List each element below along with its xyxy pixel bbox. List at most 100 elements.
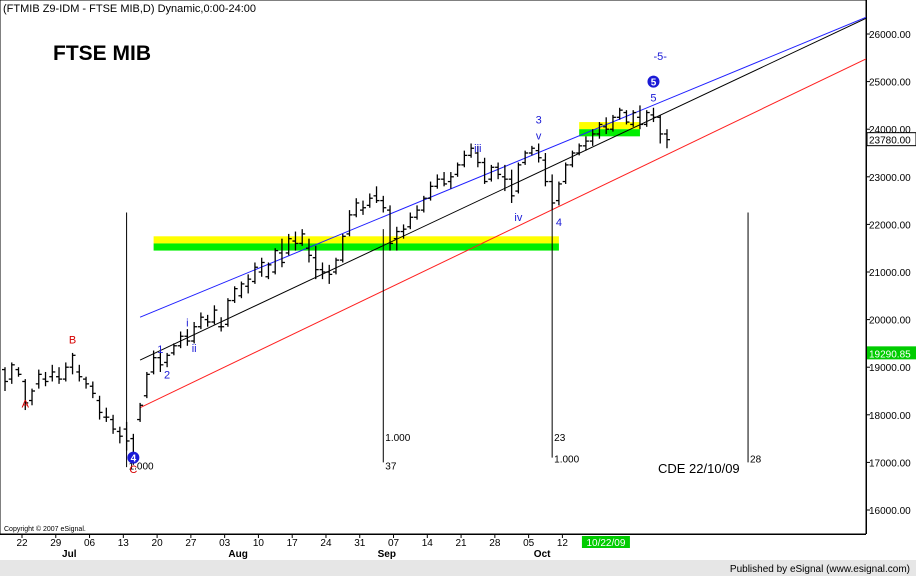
ohlc-bar bbox=[211, 305, 218, 325]
circled-wave-label: 5 bbox=[647, 75, 660, 89]
ohlc-bar bbox=[387, 205, 394, 251]
ohlc-bar bbox=[96, 395, 103, 420]
wave-label: 5 bbox=[650, 92, 656, 104]
x-tick-label: 31 bbox=[354, 538, 366, 549]
ohlc-bar bbox=[501, 164, 508, 192]
x-tick-label: 20 bbox=[152, 538, 164, 549]
lower-channel-line bbox=[139, 58, 866, 409]
wave-label: v bbox=[536, 131, 542, 143]
ohlc-bar bbox=[69, 352, 76, 375]
y-tick-label: 18000.00 bbox=[869, 411, 911, 422]
wave-label: i bbox=[186, 318, 188, 330]
wave-label: B bbox=[69, 334, 76, 346]
ohlc-bar bbox=[191, 321, 198, 344]
ohlc-bar bbox=[197, 312, 204, 330]
published-by-text: Published by eSignal (www.esignal.com) bbox=[730, 564, 910, 575]
ohlc-bar bbox=[542, 153, 549, 187]
ohlc-bar bbox=[576, 143, 583, 156]
ohlc-bar bbox=[427, 181, 434, 201]
ohlc-bar bbox=[380, 195, 387, 213]
x-tick-label: 24 bbox=[320, 538, 332, 549]
last-price-label: 23780.00 bbox=[866, 132, 916, 147]
ohlc-bar bbox=[150, 350, 157, 375]
x-month-label: Aug bbox=[228, 549, 247, 560]
ohlc-bar bbox=[319, 262, 326, 280]
y-tick-label: 20000.00 bbox=[869, 316, 911, 327]
ohlc-bar bbox=[2, 367, 8, 391]
ohlc-bar bbox=[393, 226, 400, 251]
chart-title: FTSE MIB bbox=[53, 42, 151, 65]
ohlc-bar bbox=[218, 317, 225, 332]
y-tick-label: 24000.00 bbox=[869, 125, 911, 136]
ohlc-bar bbox=[407, 212, 414, 230]
ohlc-bar bbox=[312, 245, 319, 280]
upper-channel-line bbox=[139, 16, 866, 318]
ohlc-bar bbox=[555, 181, 562, 206]
ohlc-bar bbox=[474, 145, 481, 168]
footer-bar bbox=[0, 560, 916, 576]
y-tick-label: 26000.00 bbox=[869, 30, 911, 41]
x-tick-label: 03 bbox=[219, 538, 231, 549]
ohlc-bar bbox=[292, 231, 299, 251]
ohlc-bar bbox=[164, 352, 171, 368]
ohlc-bar bbox=[454, 162, 461, 177]
ohlc-bar bbox=[623, 110, 630, 125]
support-zone-yellow bbox=[153, 236, 559, 244]
wave-label: -5- bbox=[654, 51, 668, 63]
reference-price-label: 19290.85 bbox=[867, 346, 916, 360]
ohlc-bar bbox=[636, 105, 643, 130]
ohlc-bar bbox=[224, 298, 231, 327]
ohlc-bar bbox=[326, 264, 333, 284]
ohlc-bar bbox=[522, 150, 529, 165]
cycle-marker-28-label: 28 bbox=[750, 454, 762, 465]
price-axis bbox=[866, 0, 916, 534]
ohlc-bar bbox=[447, 172, 454, 189]
x-tick-label: 28 bbox=[489, 538, 501, 549]
ohlc-bar bbox=[488, 164, 495, 182]
window-title: (FTMIB Z9-IDM - FTSE MIB,D) Dynamic,0:00… bbox=[3, 3, 256, 15]
x-tick-label: 17 bbox=[287, 538, 299, 549]
x-tick-label: 06 bbox=[84, 538, 96, 549]
ohlc-bar bbox=[56, 367, 63, 384]
wave-label: C bbox=[129, 464, 137, 476]
ohlc-bar bbox=[414, 205, 421, 220]
ohlc-bar bbox=[204, 314, 211, 327]
ohlc-bar bbox=[603, 117, 610, 134]
ohlc-bar bbox=[360, 200, 367, 215]
wave-label: A bbox=[22, 399, 30, 411]
y-tick-label: 21000.00 bbox=[869, 268, 911, 279]
cde-date-label: CDE 22/10/09 bbox=[658, 461, 740, 476]
ohlc-bar bbox=[495, 162, 502, 180]
support-zone-green bbox=[153, 243, 559, 251]
wave-label: 4 bbox=[556, 217, 562, 229]
ohlc-bar bbox=[549, 174, 556, 211]
ohlc-bar bbox=[157, 352, 164, 372]
ohlc-bar bbox=[62, 362, 69, 382]
svg-text:5: 5 bbox=[651, 78, 657, 89]
ohlc-bar bbox=[468, 143, 475, 158]
top-zone-green bbox=[579, 129, 640, 137]
y-tick-label: 19000.00 bbox=[869, 363, 911, 374]
top-zone-yellow bbox=[579, 122, 640, 130]
ohlc-bar bbox=[278, 238, 285, 268]
x-tick-label: 14 bbox=[422, 538, 434, 549]
y-tick-label: 25000.00 bbox=[869, 78, 911, 89]
ohlc-bar bbox=[251, 262, 258, 284]
ohlc-bar bbox=[535, 143, 542, 163]
ohlc-bar bbox=[272, 248, 279, 275]
ohlc-bar bbox=[630, 110, 637, 127]
ohlc-bar bbox=[441, 172, 448, 187]
ohlc-bar bbox=[143, 371, 150, 399]
wave-label: ii bbox=[192, 343, 197, 355]
ohlc-bar bbox=[258, 257, 265, 277]
ohlc-bar bbox=[177, 331, 184, 349]
cycle-marker-start-label: 1.000 bbox=[129, 462, 154, 473]
svg-text:4: 4 bbox=[131, 454, 137, 465]
ohlc-bar bbox=[89, 381, 96, 399]
ohlc-bar bbox=[29, 388, 36, 406]
cycle-marker-23-label: 23 bbox=[554, 433, 566, 444]
ohlc-bar bbox=[123, 421, 130, 451]
x-tick-label: 05 bbox=[523, 538, 535, 549]
ohlc-bar bbox=[461, 150, 468, 168]
ohlc-bar bbox=[184, 329, 191, 346]
